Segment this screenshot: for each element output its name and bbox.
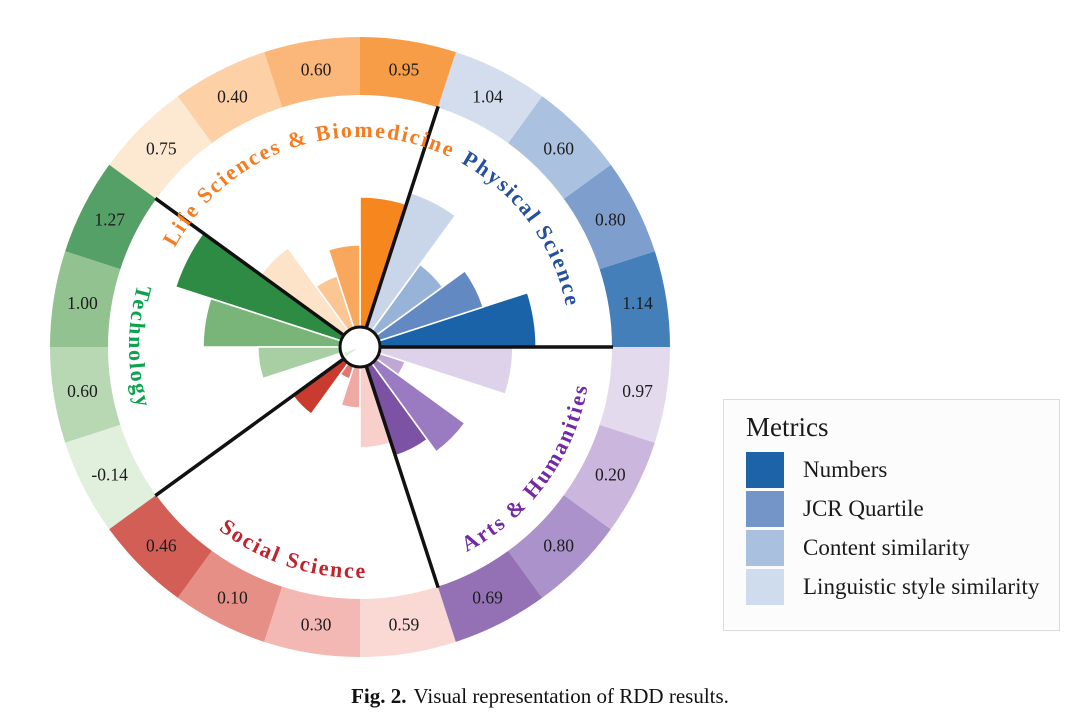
petals <box>174 191 537 457</box>
legend-item-label: Linguistic style similarity <box>803 574 1040 599</box>
caption-label: Fig. 2. <box>351 684 407 708</box>
ring-segment <box>508 495 611 598</box>
ring-segment <box>264 37 360 108</box>
legend-items: Numbers JCR Quartile Content similarity Lin… <box>746 452 1059 605</box>
legend-item: JCR Quartile <box>746 491 1059 527</box>
ring-value-label: 0.75 <box>146 138 177 158</box>
sector-divider <box>364 365 440 589</box>
ring-value-label: 0.80 <box>543 536 574 556</box>
ring-value-label: 0.69 <box>472 587 503 607</box>
caption-text: Visual representation of RDD results. <box>413 684 729 708</box>
ring-value-label: -0.14 <box>91 465 128 485</box>
legend-item-label: Numbers <box>803 457 888 482</box>
ring-segment <box>563 424 655 530</box>
ring-segment <box>177 550 283 642</box>
ring-value-label: 1.04 <box>472 87 503 107</box>
ring-value-label: 0.95 <box>389 59 420 79</box>
legend-swatch <box>746 452 784 488</box>
sector-divider <box>154 196 345 337</box>
ring-segment <box>563 164 655 270</box>
ring-value-label: 0.97 <box>622 381 653 401</box>
ring-segment <box>65 164 157 270</box>
sector-label: Technology <box>124 283 157 411</box>
center-hole <box>340 327 380 367</box>
legend-item: Linguistic style similarity <box>746 569 1059 605</box>
ring-segment <box>50 251 121 347</box>
ring-segment <box>109 495 212 598</box>
ring-value-label: 1.27 <box>94 209 125 229</box>
ring-value-label: 0.20 <box>595 465 626 485</box>
ring-value-label: 0.40 <box>217 87 248 107</box>
legend-item: Content similarity <box>746 530 1059 566</box>
legend-item-label: Content similarity <box>803 535 970 560</box>
center-hole-ring <box>338 325 382 369</box>
ring-value-label: 0.30 <box>301 615 332 635</box>
legend-swatch <box>746 530 784 566</box>
ring-segment <box>508 96 611 199</box>
legend-item: Numbers <box>746 452 1059 488</box>
negative-petals <box>342 346 360 358</box>
ring-value-label: 0.10 <box>217 587 248 607</box>
outer-ring <box>50 37 671 657</box>
center-hole-group <box>340 327 380 367</box>
ring-value-label: 0.80 <box>595 209 626 229</box>
ring-value-label: 0.46 <box>146 536 177 556</box>
ring-segment <box>437 52 543 144</box>
metric-petal-negative <box>342 346 360 358</box>
legend-swatch <box>746 491 784 527</box>
ring-segment <box>360 37 456 108</box>
sector-divider <box>154 357 345 498</box>
legend-item-label: JCR Quartile <box>803 496 924 521</box>
ring-segment <box>109 96 212 199</box>
ring-segment <box>360 586 456 657</box>
figure-caption: Fig. 2. Visual representation of RDD resu… <box>0 684 1080 709</box>
ring-value-label: 0.60 <box>301 59 332 79</box>
metrics-legend: Metrics Numbers JCR Quartile Content simil… <box>723 399 1060 631</box>
ring-value-label: 0.60 <box>543 138 574 158</box>
ring-value-label: 0.60 <box>67 381 98 401</box>
ring-segment <box>264 586 360 657</box>
ring-value-label: 1.00 <box>67 293 98 313</box>
ring-segment <box>65 424 157 530</box>
ring-segment <box>50 347 121 443</box>
ring-value-label: 1.14 <box>622 293 653 313</box>
legend-title: Metrics <box>746 412 829 442</box>
ring-segment <box>599 347 670 443</box>
ring-segment <box>599 251 671 347</box>
rdd-rose-chart: 1.14 0.80 0.60 1.04 0.95 0.60 0.40 0.75 1.27 1.00… <box>50 37 671 657</box>
sector-dividers <box>154 105 613 589</box>
legend-swatch <box>746 569 784 605</box>
ring-segment <box>437 550 543 642</box>
metric-petal <box>291 357 350 416</box>
sector-divider <box>364 105 440 329</box>
ring-segment <box>177 52 283 144</box>
ring-value-labels: 1.14 0.80 0.60 1.04 0.95 0.60 0.40 0.75 1.27 1.00… <box>67 59 653 634</box>
ring-value-label: 0.59 <box>389 615 420 635</box>
